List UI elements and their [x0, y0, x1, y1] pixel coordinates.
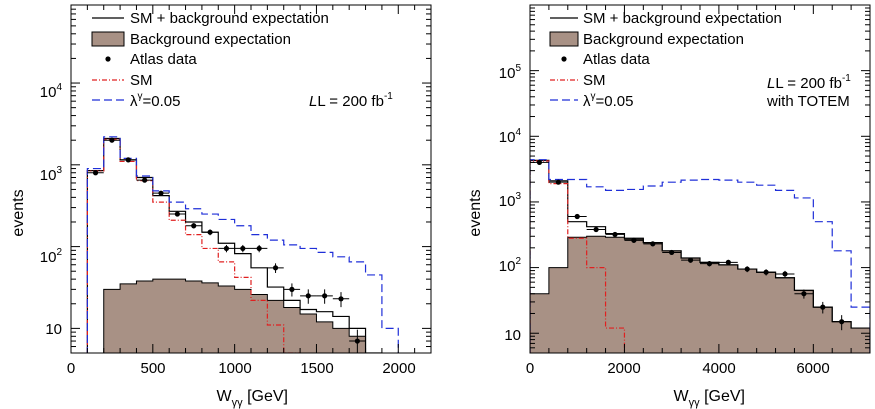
right-data-point — [605, 231, 625, 238]
right-xtick-label-0: 0 — [526, 360, 534, 377]
left-data-points — [87, 137, 366, 353]
right-background-histogram — [530, 235, 870, 353]
legend-label-sm-bkg: SM + background expectation — [583, 10, 782, 27]
left-data-point — [120, 157, 137, 163]
left-ytick-label-1: 102 — [40, 247, 63, 266]
legend-label-sm: SM — [583, 72, 606, 89]
left-ytick-label-2: 103 — [40, 165, 63, 184]
legend-marker-data — [561, 56, 567, 62]
right-data-point — [567, 213, 587, 220]
legend-label-lambda: λγ=0.05 — [130, 91, 180, 110]
right-axis-ticks — [529, 4, 871, 354]
left-data-point — [251, 244, 268, 253]
right-data-point — [643, 241, 663, 247]
legend-box-bkg — [549, 31, 579, 47]
left-panel: 10 102 103 104 0 500 1000 1500 2000 Wγγ … — [10, 4, 432, 409]
left-xtick-label-0: 0 — [67, 360, 75, 377]
right-data-point — [756, 269, 776, 276]
left-data-point — [234, 244, 251, 253]
right-data-point — [718, 259, 738, 266]
right-data-point — [813, 301, 833, 314]
legend-label-sm-bkg: SM + background expectation — [130, 10, 329, 27]
right-histograms — [530, 159, 870, 353]
right-ytick-label-2: 103 — [499, 191, 522, 210]
left-data-point — [283, 283, 301, 297]
left-data-point — [103, 137, 121, 143]
legend-box-bkg — [91, 31, 125, 47]
right-xtick-label-2: 4000 — [702, 360, 735, 377]
legend-label-data: Atlas data — [130, 51, 197, 68]
right-data-point — [737, 266, 757, 273]
left-ytick-label-3: 104 — [40, 82, 63, 101]
right-data-point — [662, 249, 682, 256]
right-xtick-label-3: 6000 — [796, 360, 829, 377]
left-data-point — [152, 190, 170, 196]
left-ytick-label-0: 10 — [45, 321, 62, 338]
left-axis-ticks — [70, 4, 432, 354]
right-data-point — [832, 315, 852, 331]
right-yaxis-label: events — [467, 189, 484, 236]
left-data-point — [316, 289, 333, 304]
right-data-point — [700, 261, 719, 267]
right-ytick-label-1: 102 — [499, 256, 522, 275]
left-legend: SM + background expectation Background e… — [91, 10, 329, 110]
legend-label-sm: SM — [130, 72, 153, 89]
right-totem-label: with TOTEM — [766, 93, 850, 110]
left-xtick-label-4: 2000 — [382, 360, 415, 377]
legend-label-data: Atlas data — [583, 51, 650, 68]
left-data-point — [332, 292, 350, 308]
legend-label-bkg: Background expectation — [130, 31, 291, 48]
legend-label-bkg: Background expectation — [583, 31, 744, 48]
left-histograms — [86, 136, 399, 353]
left-data-point — [169, 211, 186, 217]
right-xaxis-label: Wγγ [GeV] — [674, 388, 745, 409]
left-luminosity-label: LL = 200 fb-1 — [309, 91, 393, 110]
right-data-points — [530, 159, 852, 331]
right-data-point — [586, 226, 606, 233]
left-xaxis-label: Wγγ [GeV] — [217, 388, 288, 409]
left-data-point — [201, 229, 219, 236]
right-luminosity-label: LL = 200 fb-1 — [767, 73, 851, 92]
right-data-point — [548, 179, 568, 185]
right-data-point — [681, 257, 700, 263]
right-data-point — [775, 270, 795, 278]
left-data-point — [349, 329, 366, 353]
right-legend: SM + background expectation Background e… — [549, 10, 782, 110]
left-lambda-histogram — [86, 136, 399, 353]
left-xtick-label-1: 500 — [140, 360, 165, 377]
right-ytick-label-3: 104 — [499, 127, 522, 146]
right-lambda-histogram — [530, 159, 870, 353]
left-data-point — [218, 244, 235, 253]
left-data-point — [87, 170, 104, 176]
legend-marker-data — [105, 56, 111, 62]
left-data-point — [136, 177, 153, 183]
legend-label-lambda: λγ=0.05 — [583, 91, 633, 110]
left-data-point — [267, 263, 284, 273]
left-data-point — [300, 289, 317, 304]
left-data-point — [185, 223, 202, 229]
right-data-point — [794, 289, 814, 299]
right-panel: 10 102 103 104 105 0 2000 4000 6000 Wγγ … — [467, 4, 871, 409]
right-ytick-label-4: 105 — [499, 63, 522, 82]
left-xtick-label-2: 1000 — [218, 360, 251, 377]
right-ytick-label-0: 10 — [504, 327, 521, 344]
right-data-point — [624, 237, 644, 243]
right-xtick-label-1: 2000 — [607, 360, 640, 377]
right-sm-histogram — [530, 160, 626, 353]
left-yaxis-label: events — [10, 189, 27, 236]
left-xtick-label-3: 1500 — [300, 360, 333, 377]
